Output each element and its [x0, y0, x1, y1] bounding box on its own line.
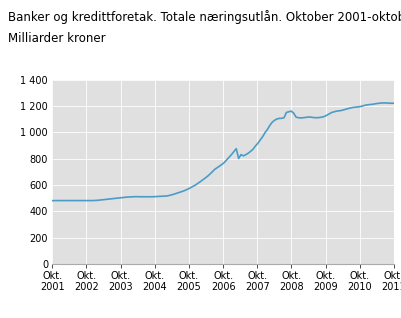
- Text: Milliarder kroner: Milliarder kroner: [8, 32, 105, 45]
- Text: Banker og kredittforetak. Totale næringsutlån. Oktober 2001-oktober 2011.: Banker og kredittforetak. Totale nærings…: [8, 10, 401, 24]
